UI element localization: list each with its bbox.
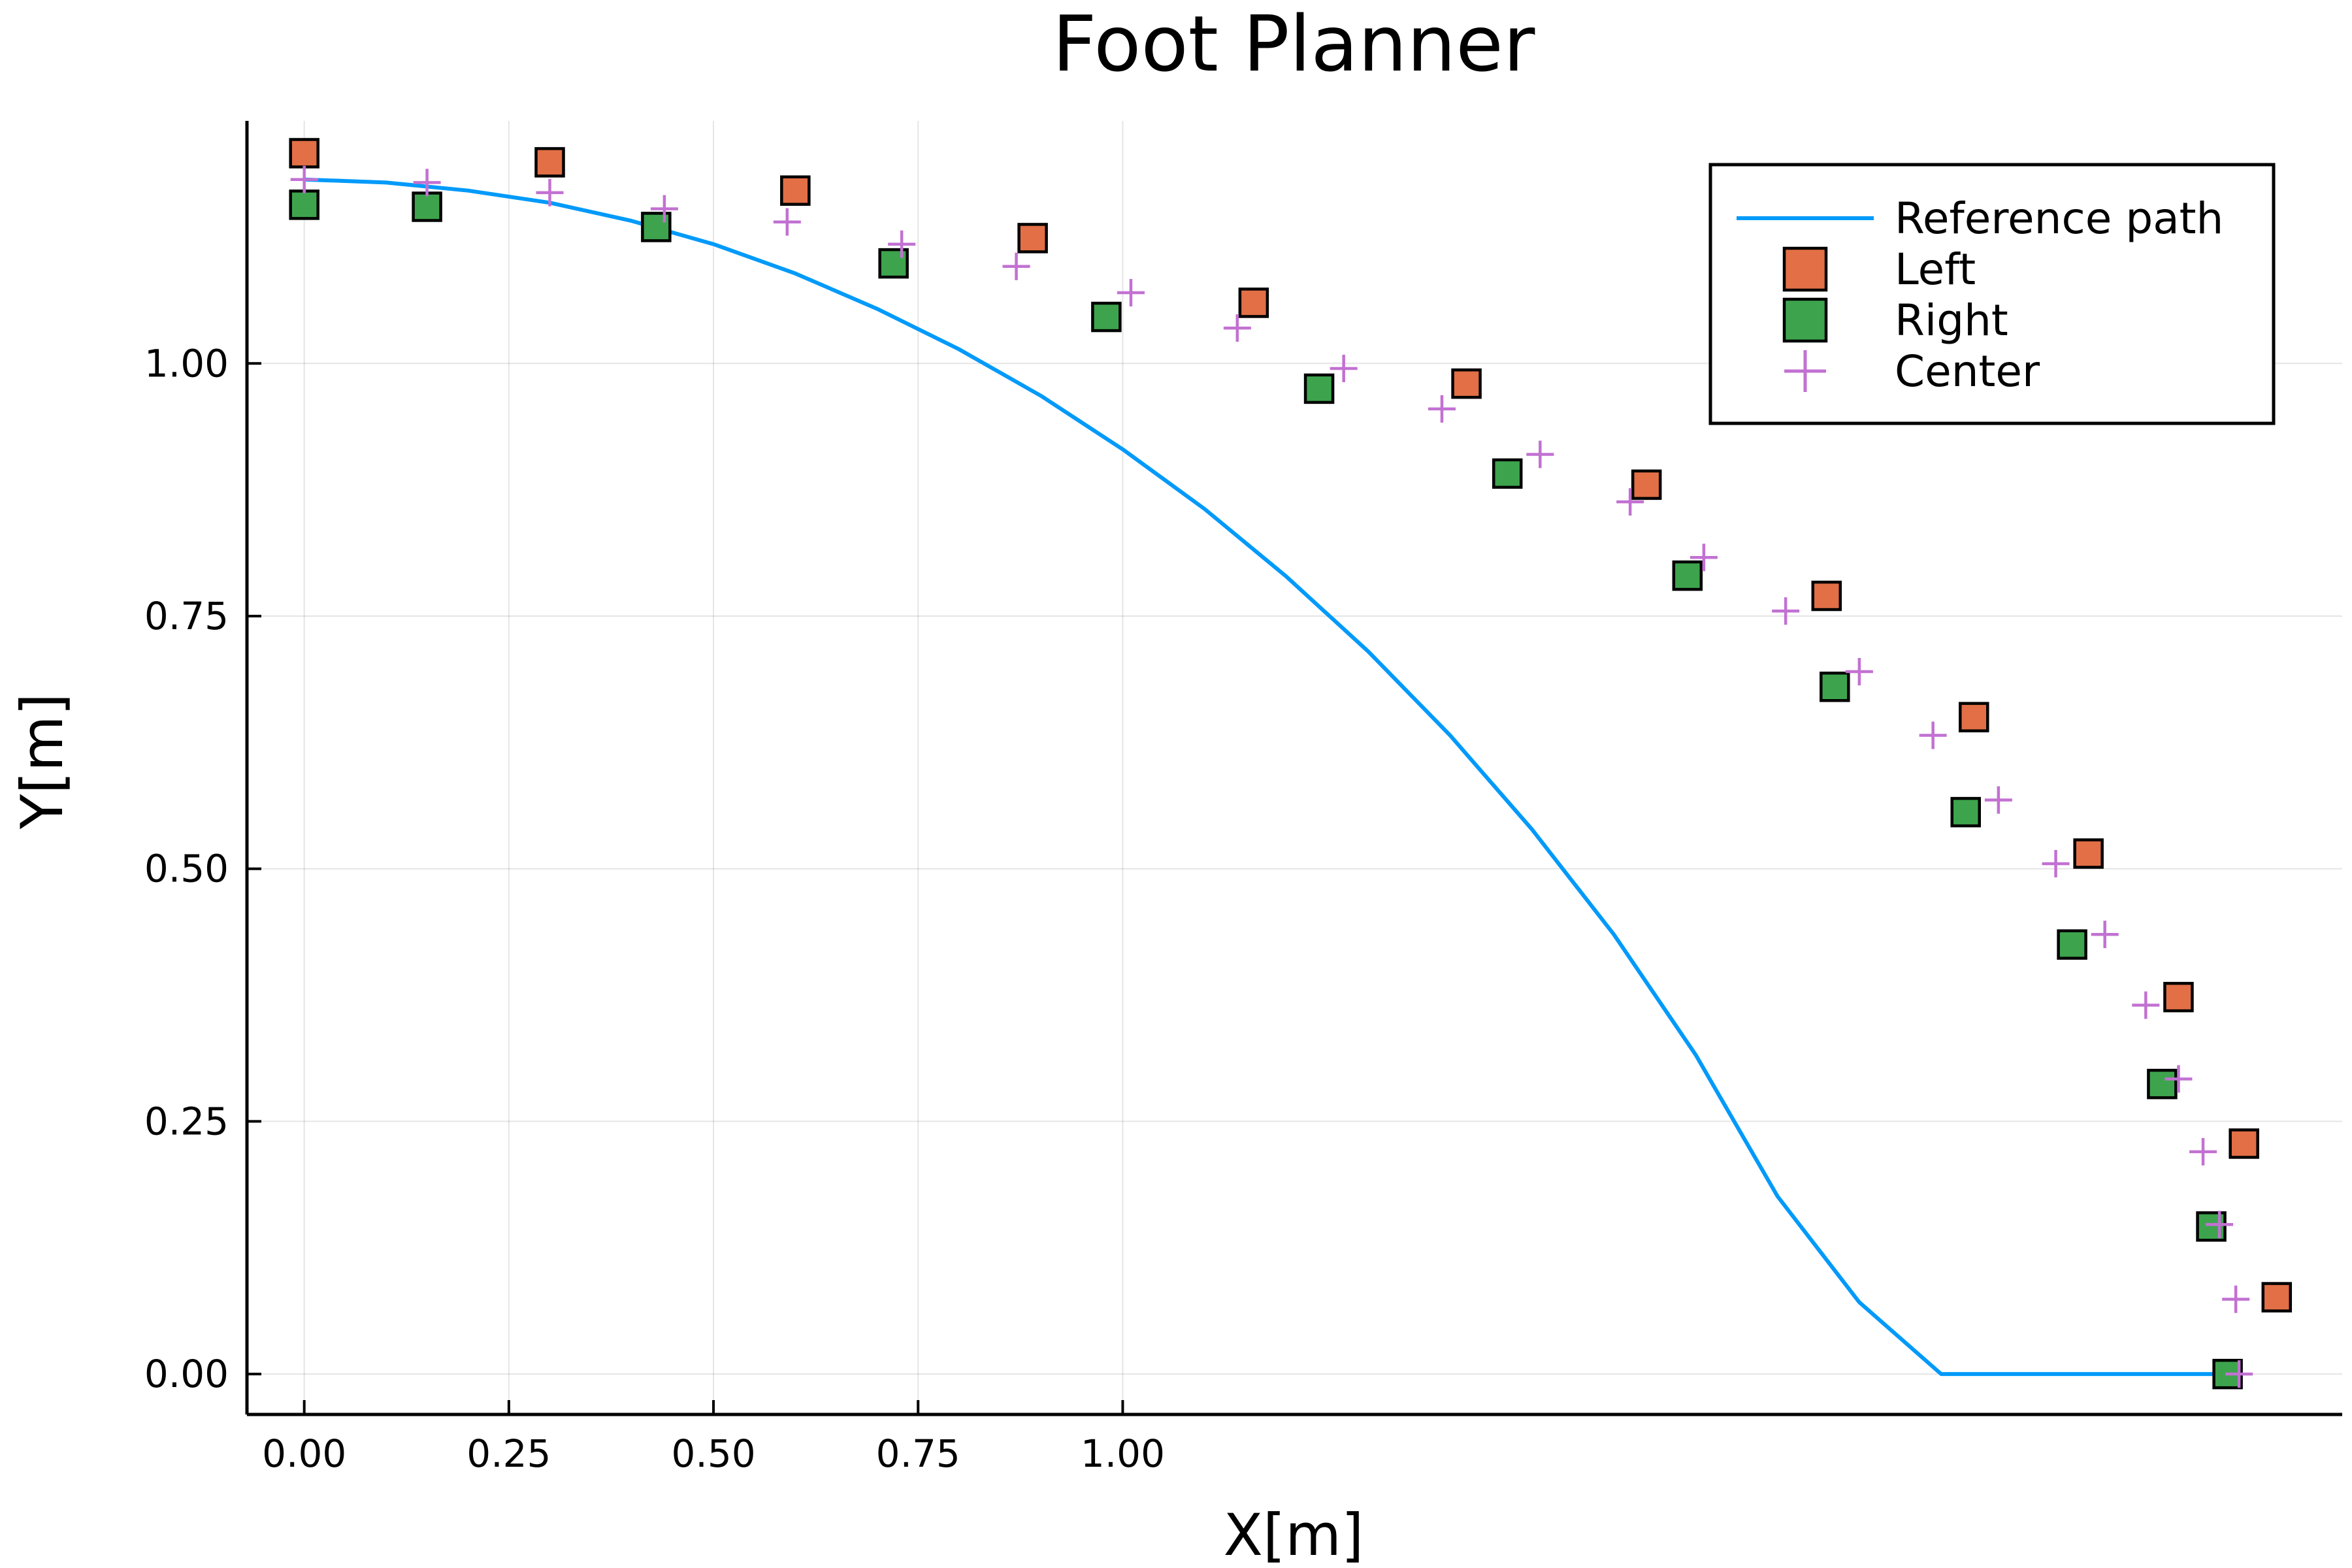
center-point-marker — [1526, 440, 1554, 468]
right-footstep-marker — [289, 189, 319, 220]
center-point-marker — [2164, 1065, 2193, 1093]
legend-label: Reference path — [1895, 193, 2223, 244]
left-footstep-marker — [2163, 981, 2194, 1013]
x-tick-label: 1.00 — [1081, 1431, 1165, 1476]
center-point-marker — [1616, 488, 1644, 516]
left-footstep-marker — [534, 147, 565, 178]
legend-box — [1708, 163, 2276, 425]
center-point-marker — [650, 195, 678, 223]
left-footstep-marker — [780, 175, 811, 206]
y-axis-title: Y[m] — [8, 693, 76, 830]
right-footstep-marker — [2057, 929, 2087, 960]
left-footstep-marker — [2261, 1282, 2293, 1313]
y-tick-label: 1.00 — [144, 341, 229, 385]
left-footstep-marker — [1959, 702, 1989, 732]
center-point-marker — [1919, 721, 1947, 749]
right-footstep-marker — [1492, 458, 1523, 489]
legend-swatch-left — [1782, 246, 1828, 292]
x-tick-label: 0.50 — [671, 1431, 755, 1476]
center-point-marker — [1984, 786, 2012, 814]
x-tick-label: 0.75 — [876, 1431, 960, 1476]
center-point-marker — [2206, 1211, 2234, 1239]
center-point-marker — [2222, 1285, 2250, 1313]
right-footstep-marker — [1303, 373, 1335, 404]
center-point-marker — [413, 169, 441, 197]
y-tick-label: 0.25 — [144, 1099, 229, 1143]
center-point-marker — [1117, 278, 1145, 306]
center-point-marker — [2225, 1360, 2253, 1388]
left-footstep-marker — [1811, 580, 1842, 612]
left-footstep-marker — [289, 138, 319, 169]
right-footstep-marker — [1672, 560, 1703, 591]
left-footstep-marker — [2073, 838, 2104, 869]
left-footstep-marker — [1238, 287, 1269, 318]
legend-label: Right — [1895, 295, 2008, 346]
center-point-marker — [773, 208, 801, 236]
left-footstep-marker — [1631, 469, 1662, 500]
center-point-marker — [2189, 1137, 2217, 1166]
center-point-marker — [2042, 849, 2070, 877]
right-footstep-marker — [1950, 796, 1981, 828]
center-point-marker — [888, 230, 916, 258]
center-point-marker — [1845, 658, 1873, 686]
y-tick-label: 0.50 — [144, 847, 229, 891]
legend-label: Center — [1895, 346, 2040, 397]
center-point-marker — [2132, 991, 2160, 1019]
center-point-marker — [1330, 354, 1358, 382]
legend-label: Left — [1895, 244, 1976, 295]
left-footstep-marker — [1017, 223, 1048, 253]
x-axis-title: X[m] — [1224, 1501, 1364, 1568]
x-tick-label: 0.00 — [262, 1431, 346, 1476]
y-tick-label: 0.75 — [144, 594, 229, 638]
left-footstep-marker — [2229, 1128, 2259, 1159]
x-tick-label: 0.25 — [466, 1431, 551, 1476]
plot-area — [289, 138, 2293, 1390]
center-point-marker — [1690, 544, 1718, 572]
center-point-marker — [1772, 597, 1800, 625]
center-point-marker — [2091, 921, 2119, 949]
axes: 0.00 0.25 0.50 0.75 1.00 0.00 0.25 0.50 0.75 1.00 — [144, 121, 2342, 1476]
right-footstep-marker — [1091, 301, 1122, 333]
y-tick-label: 0.00 — [144, 1352, 229, 1396]
center-point-marker — [290, 165, 318, 193]
center-point-marker — [536, 178, 564, 206]
legend-swatch-center — [1784, 350, 1826, 392]
right-footstep-marker — [1820, 672, 1850, 702]
center-point-marker — [1428, 395, 1456, 423]
left-footstep-marker — [1451, 368, 1482, 399]
center-point-marker — [1002, 252, 1030, 280]
center-point-marker — [1223, 314, 1251, 342]
right-footstep-marker — [2147, 1068, 2178, 1100]
chart-title: Foot Planner — [1053, 0, 1535, 89]
legend-swatch-right — [1782, 297, 1828, 343]
right-footstep-marker — [412, 191, 442, 222]
